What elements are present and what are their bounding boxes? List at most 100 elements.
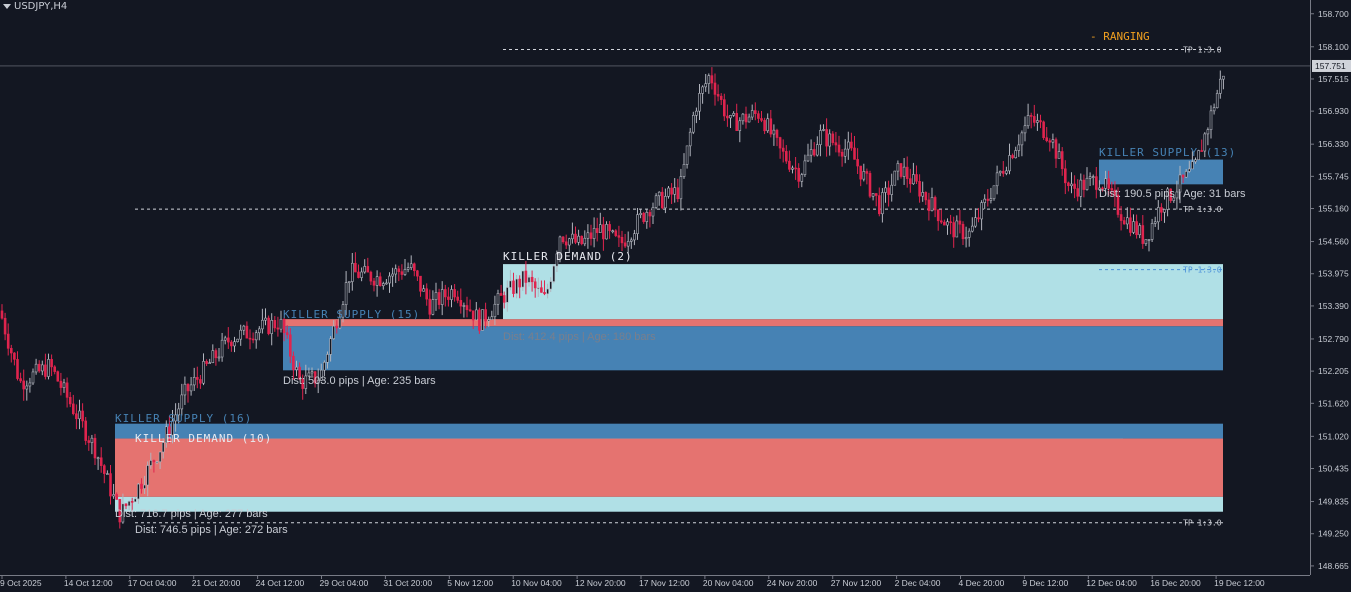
zone-1-band-1[interactable] [283,326,1223,371]
candle-body [481,309,484,331]
candle-body [0,310,4,319]
candle-body [230,341,233,347]
candle-body [651,207,655,217]
zone-0-band-0[interactable] [115,423,1223,439]
current-price-tag [1312,59,1351,72]
candle-body [986,198,990,201]
zone-3-band-0[interactable] [1099,159,1223,185]
candle-body [1051,139,1055,143]
candle-body [828,133,832,147]
zone-1-band-0[interactable] [283,319,1223,327]
zone-0-band-1[interactable] [115,438,1223,497]
candle-body [319,369,323,381]
candle-body [546,288,549,295]
candle-body [533,281,537,289]
candle-body [3,317,7,335]
candle-body [341,304,345,318]
x-label-4: 24 Oct 12:00 [256,578,305,588]
candle-body [930,197,934,211]
candle-body [837,144,841,153]
candle-body [254,332,258,341]
candle-body [440,289,444,305]
candle-body [366,266,370,273]
candle-body [385,282,388,285]
candle-body [815,144,819,156]
candle-body [512,280,515,294]
candle-body [1222,75,1225,80]
candle-body [1042,121,1045,138]
candle-body [115,494,118,500]
candle-body [242,325,246,331]
candle-body [794,167,797,170]
candle-body [412,263,416,272]
candle-body [487,319,491,322]
candle-body [307,372,311,377]
candle-body [1184,171,1188,178]
candle-body [360,271,363,278]
dropdown-triangle-icon[interactable] [3,4,11,9]
candle-body [744,113,748,123]
candle-body [583,237,587,245]
candle-body [840,151,844,157]
candle-body [676,187,680,200]
candle-body [766,118,770,132]
candle-body [921,192,925,197]
candle-body [214,350,218,359]
candle-body [316,380,320,384]
candle-body [443,289,447,298]
candle-body [605,224,608,240]
candle-body [893,170,897,186]
candle-body [400,271,404,275]
candle-body [468,309,472,312]
candle-body [96,457,100,460]
candle-body [75,413,78,420]
candle-body [577,235,580,243]
candle-body [850,141,853,149]
candle-body [68,397,72,405]
candle-body [654,195,658,208]
candle-body [292,355,295,370]
candle-body [313,371,317,384]
candle-body [409,263,413,268]
candle-body [592,228,596,239]
candle-body [518,278,522,288]
candle-body [227,337,230,343]
candle-body [1188,168,1191,172]
candle-body [673,187,677,195]
candle-body [645,212,649,222]
candle-body [288,334,292,357]
candle-body [10,348,13,354]
candle-body [369,271,373,282]
y-label-13: 156.330 [1318,139,1349,149]
candle-body [961,223,965,240]
x-label-5: 29 Oct 04:00 [320,578,369,588]
symbol-header[interactable]: USDJPY,H4 [3,1,67,12]
tp-label-3: TP 1:3.0 [1183,519,1222,528]
candle-body [118,499,122,523]
candle-body [660,191,664,209]
x-label-1: 14 Oct 12:00 [64,578,113,588]
candle-body [992,185,996,200]
candle-body [1057,151,1061,159]
candle-body [1110,188,1114,191]
candle-body [834,142,838,146]
candle-body [304,375,308,389]
candle-body [784,151,788,162]
candle-body [6,333,10,349]
candle-body [478,309,481,331]
x-label-10: 17 Nov 12:00 [639,578,690,588]
candle-body [868,173,872,197]
y-label-10: 154.560 [1318,237,1349,247]
candle-body [285,332,289,336]
candle-body [81,410,84,422]
candle-body [177,408,180,416]
candle-body [958,220,962,225]
candle-body [220,339,224,358]
candle-body [332,325,336,339]
candle-body [611,230,615,233]
candle-body [1119,214,1123,221]
candle-body [72,403,75,415]
zone-0-band-2[interactable] [115,496,1223,512]
zone-2-band-0[interactable] [503,264,1223,320]
